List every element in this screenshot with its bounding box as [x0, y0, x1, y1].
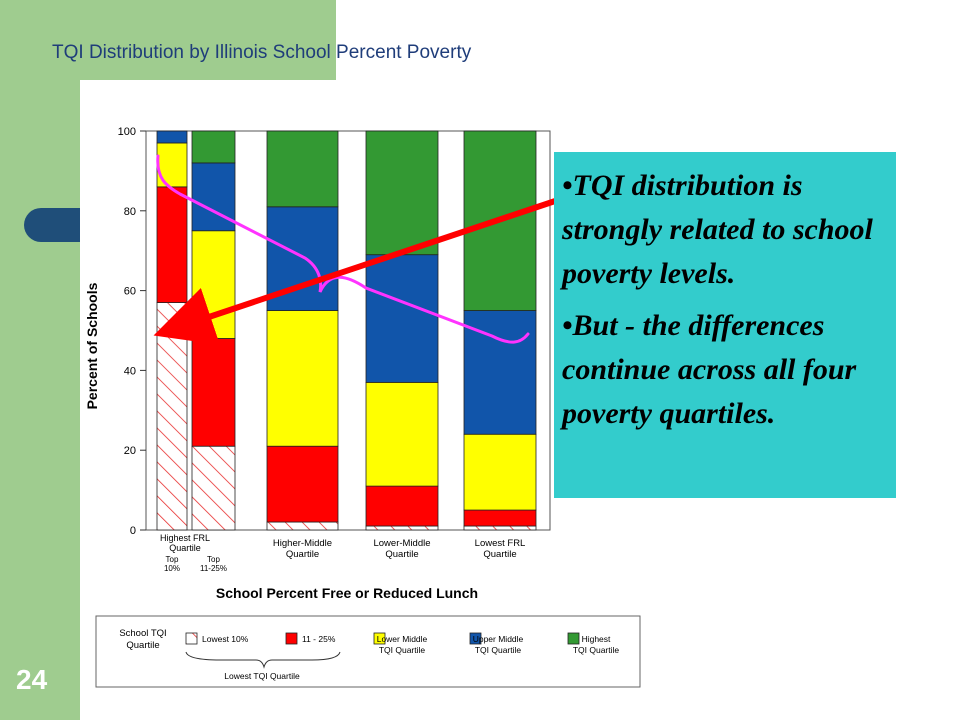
legend-item-label: Highest [582, 634, 611, 644]
y-tick-label: 20 [124, 445, 136, 457]
x-tick-label: Quartile [385, 549, 418, 560]
legend-box [95, 615, 641, 688]
callout-bullet-2: •But - the differences continue across a… [562, 309, 857, 430]
legend-swatch [469, 632, 482, 645]
x-tick-label: Higher-Middle [273, 538, 332, 549]
bar-segment [191, 130, 236, 164]
x-tick-label: 11-25% [200, 564, 227, 573]
legend-swatch [285, 632, 298, 645]
page-number: 24 [16, 664, 48, 695]
bar-segment [266, 130, 339, 208]
slide-title: TQI Distribution by Illinois School Perc… [52, 42, 472, 63]
y-axis-label: Percent of Schools [84, 282, 100, 409]
x-tick-label: 10% [164, 564, 180, 573]
bar-segment [266, 445, 339, 523]
x-tick-label: Lowest FRL [475, 538, 526, 549]
legend-brace-label: Lowest TQI Quartile [224, 671, 300, 681]
bar-segment [463, 525, 537, 531]
bar-segment [156, 302, 188, 531]
plot-frame [145, 130, 551, 531]
side-band [0, 0, 80, 720]
legend-item-label: Lower Middle [377, 634, 428, 644]
legend-item-label: Upper Middle [473, 634, 524, 644]
bar-segment [266, 206, 339, 311]
bar-segment [463, 509, 537, 527]
legend-item-label: TQI Quartile [573, 645, 620, 655]
x-tick-label: Top [166, 555, 179, 564]
x-axis-label: School Percent Free or Reduced Lunch [216, 585, 478, 601]
bar-segment [156, 186, 188, 303]
legend-brace [185, 651, 341, 669]
legend-item-label: 11 - 25% [302, 634, 336, 644]
bar-segment [266, 310, 339, 447]
legend-swatch [373, 632, 386, 645]
bar-segment [365, 381, 439, 487]
legend-item-label: Lowest 10% [202, 634, 249, 644]
y-tick-label: 60 [124, 286, 136, 298]
y-tick-label: 100 [118, 126, 136, 138]
legend-title: School TQI [119, 628, 166, 639]
legend-swatch [185, 632, 198, 645]
x-group-label: Quartile [169, 543, 201, 553]
x-tick-label: Quartile [483, 549, 516, 560]
legend-item-label: TQI Quartile [379, 645, 426, 655]
y-tick-label: 0 [130, 525, 136, 537]
bar-segment [266, 521, 339, 531]
callout-box: •TQI distribution is strongly related to… [554, 152, 896, 498]
legend-item-label: TQI Quartile [475, 645, 522, 655]
legend-swatch [567, 632, 580, 645]
y-tick-label: 80 [124, 206, 136, 218]
red-arrow [153, 191, 577, 345]
bar-segment [463, 433, 537, 511]
bar-segment [365, 525, 439, 531]
callout-bullet-1: •TQI distribution is strongly related to… [562, 169, 873, 290]
legend-title: Quartile [126, 640, 159, 651]
bar-segment [156, 130, 188, 144]
bar-segment [191, 162, 236, 232]
bar-segment [365, 254, 439, 383]
trend-curve [156, 154, 530, 344]
bar-segment [191, 338, 236, 447]
x-tick-label: Quartile [286, 549, 319, 560]
bar-segment [191, 445, 236, 531]
x-tick-label: Lower-Middle [373, 538, 430, 549]
side-tab [24, 208, 80, 242]
bar-segment [365, 130, 439, 256]
y-tick-label: 40 [124, 365, 136, 377]
x-group-label: Highest FRL [160, 533, 210, 543]
x-tick-label: Top [207, 555, 220, 564]
bar-segment [365, 485, 439, 527]
